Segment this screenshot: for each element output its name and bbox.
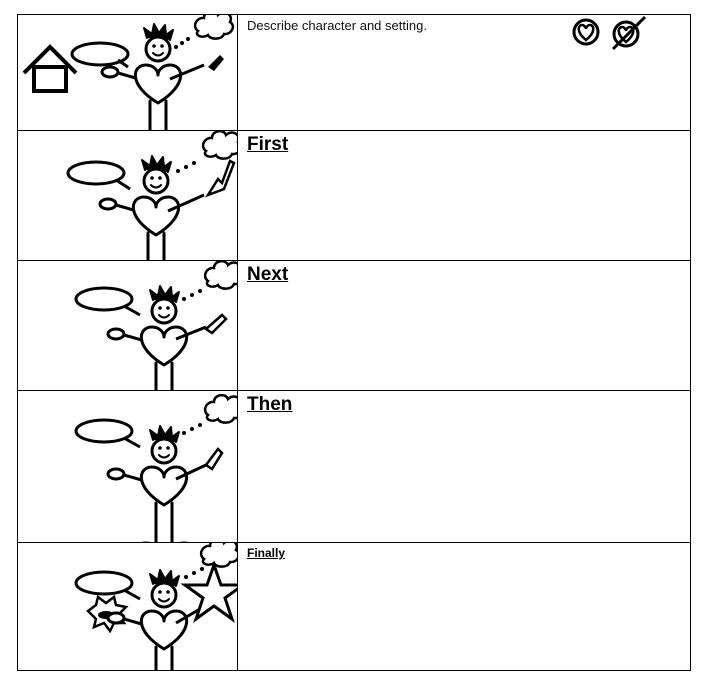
speech-bubble [74,286,134,312]
character-setting-illustration [22,15,235,131]
next-picture-cell [17,260,238,391]
finally-row: Finally [17,542,691,671]
stick-figure [106,424,196,543]
next-text-cell[interactable]: Next [237,260,691,391]
pencil-icon [204,447,224,471]
speech-bubble [74,418,134,444]
intro-instruction: Describe character and setting. [247,18,427,33]
thought-bubble [203,393,237,424]
thought-bubble [201,131,237,160]
finally-illustration [74,543,237,671]
thought-bubble [199,543,237,568]
thought-bubble [193,15,235,40]
next-illustration [74,261,237,391]
first-row: First [17,130,691,261]
thought-bubble [203,261,237,290]
then-row: Then [17,390,691,543]
step-label-finally: Finally [247,546,286,560]
next-row: Next [17,260,691,391]
step-label-first: First [247,134,289,155]
crossed-heart-icon [609,15,649,56]
step-label-next: Next [247,264,289,285]
heart-in-circle-icon [571,15,601,54]
pencil-icon [203,313,228,335]
star-icon [180,560,237,623]
zigzag-pencil-icon [204,159,236,198]
finally-picture-cell [17,542,238,671]
intro-picture-cell [17,14,238,131]
first-illustration [66,131,237,261]
first-text-cell[interactable]: First [237,130,691,261]
then-illustration [74,393,237,543]
speech-bubble [74,570,134,596]
then-text-cell[interactable]: Then [237,390,691,543]
finally-text-cell[interactable]: Finally [237,542,691,671]
step-label-then: Then [247,394,293,415]
first-picture-cell [17,130,238,261]
intro-text-cell[interactable]: Describe character and setting. [237,14,691,131]
intro-row: Describe character and setting. [17,14,691,131]
story-planner-table: Describe character and setting. [17,14,691,671]
pencil-icon [208,55,224,71]
then-picture-cell [17,390,238,543]
house-icon [22,44,78,93]
